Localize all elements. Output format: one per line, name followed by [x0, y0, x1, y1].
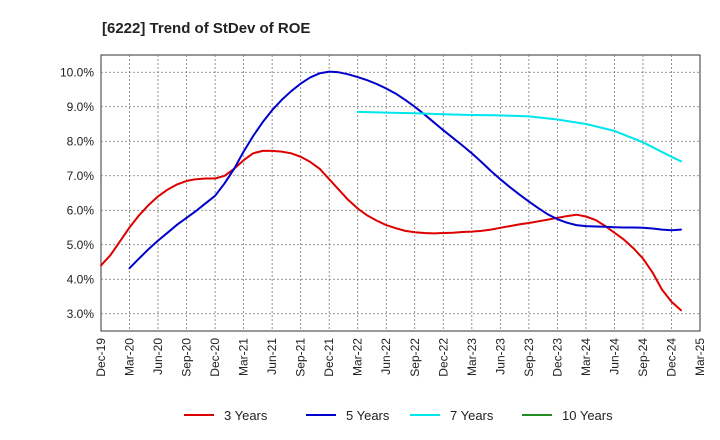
- series-line-5-years: [128, 70, 682, 270]
- y-tick-label: 3.0%: [67, 307, 95, 321]
- axes: 3.0% 4.0% 5.0% 6.0% 7.0% 8.0% 9.0% 10.0% Dec-19 M…: [60, 65, 707, 376]
- legend-label-10-years: 10 Years: [562, 408, 613, 423]
- x-tick-label: Dec-20: [208, 338, 222, 377]
- x-tick-label: Mar-23: [465, 338, 479, 376]
- x-tick-label: Jun-24: [607, 338, 621, 375]
- y-tick-label: 8.0%: [67, 134, 95, 148]
- plot-frame: [100, 54, 701, 332]
- x-tick-label: Sep-20: [180, 338, 194, 377]
- y-tick-label: 6.0%: [67, 203, 95, 217]
- x-tick-label: Mar-21: [237, 338, 251, 376]
- x-tick-label: Dec-22: [436, 338, 450, 377]
- y-tick-label: 10.0%: [60, 65, 94, 79]
- x-tick-label: Mar-22: [351, 338, 365, 376]
- legend-label-3-years: 3 Years: [224, 408, 268, 423]
- legend: 3 Years 5 Years 7 Years 10 Years: [184, 408, 613, 423]
- y-tick-label: 5.0%: [67, 238, 95, 252]
- legend-label-7-years: 7 Years: [450, 408, 494, 423]
- chart-title: [6222] Trend of StDev of ROE: [102, 20, 310, 37]
- y-tick-label: 9.0%: [67, 100, 95, 114]
- series-line-7-years: [356, 110, 682, 163]
- x-tick-label: Jun-21: [265, 338, 279, 375]
- legend-label-5-years: 5 Years: [346, 408, 390, 423]
- x-tick-label: Jun-23: [493, 338, 507, 375]
- x-tick-label: Sep-21: [294, 338, 308, 377]
- x-tick-label: Mar-25: [693, 338, 707, 376]
- x-tick-label: Sep-22: [408, 338, 422, 377]
- plot-series: [100, 70, 682, 312]
- x-tick-label: Dec-19: [94, 338, 108, 377]
- series-line-3-years: [100, 149, 682, 312]
- x-tick-label: Dec-21: [322, 338, 336, 377]
- x-tick-label: Jun-20: [151, 338, 165, 375]
- x-tick-label: Dec-23: [550, 338, 564, 377]
- x-tick-label: Mar-20: [123, 338, 137, 376]
- y-tick-label: 7.0%: [67, 169, 95, 183]
- x-tick-label: Mar-24: [579, 338, 593, 376]
- x-tick-label: Jun-22: [379, 338, 393, 375]
- x-tick-label: Sep-24: [636, 338, 650, 377]
- grid: [100, 54, 701, 332]
- x-tick-label: Dec-24: [664, 338, 678, 377]
- y-tick-label: 4.0%: [67, 272, 95, 286]
- x-tick-label: Sep-23: [522, 338, 536, 377]
